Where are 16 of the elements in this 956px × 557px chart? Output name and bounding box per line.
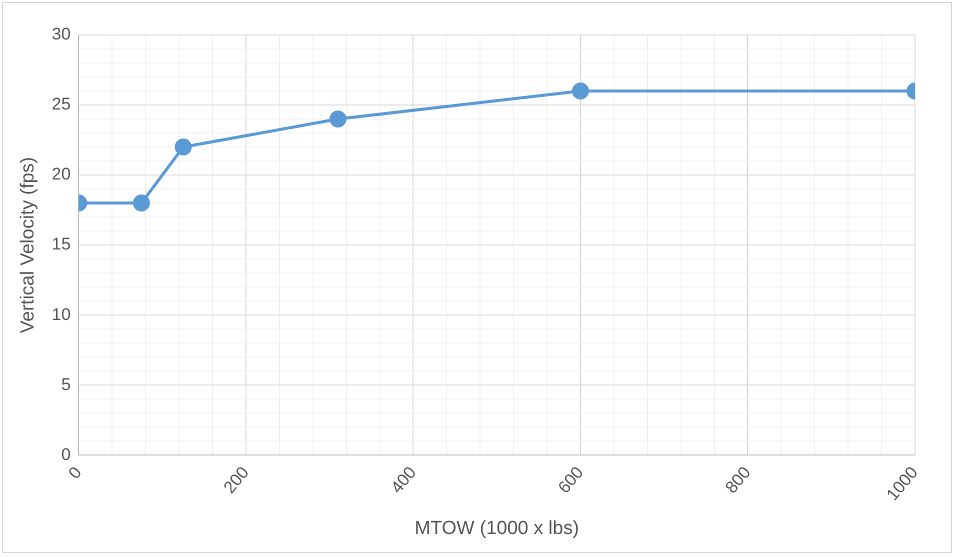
x-tick-label: 200 [220, 463, 253, 497]
y-tick-label: 20 [52, 164, 71, 184]
y-tick-label: 5 [61, 374, 71, 394]
x-tick-label: 800 [722, 463, 754, 497]
y-tick-label: 15 [52, 234, 71, 254]
y-axis-title: Vertical Velocity (fps) [18, 156, 39, 334]
point [329, 110, 346, 128]
x-tick-label: 600 [554, 463, 588, 497]
x-axis-title: MTOW (1000 x lbs) [414, 518, 580, 539]
y-tick-label: 30 [52, 24, 71, 44]
x-tick-label: 400 [387, 463, 420, 497]
y-tick-label: 25 [52, 94, 71, 114]
y-tick-label: 0 [61, 444, 71, 464]
point [132, 194, 150, 212]
y-tick-label: 10 [52, 304, 71, 324]
point [174, 138, 192, 156]
